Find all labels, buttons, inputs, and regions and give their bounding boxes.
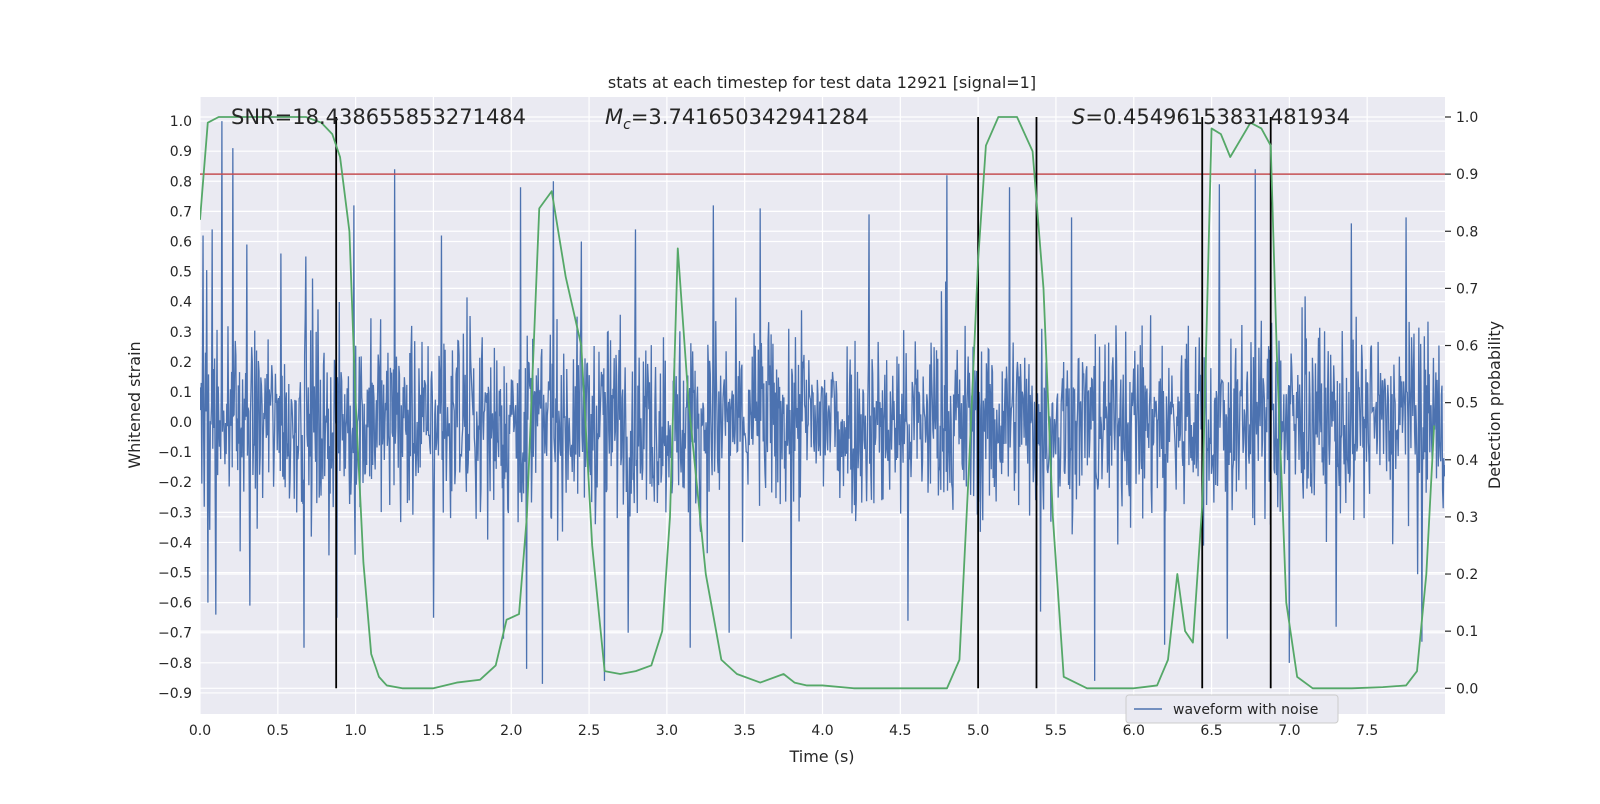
chirp-mass-value: =3.741650342941284 [631, 105, 869, 129]
x-tick-label: 4.5 [889, 723, 911, 739]
s-value: =0.45496153831481934 [1085, 105, 1350, 129]
left-tick-label: 0.1 [170, 385, 192, 401]
left-tick-label: −0.3 [158, 505, 192, 521]
x-tick-label: 4.0 [811, 723, 833, 739]
right-tick-label: 1.0 [1456, 110, 1478, 126]
left-tick-label: −0.4 [158, 535, 192, 551]
x-tick-label: 7.0 [1278, 723, 1300, 739]
right-tick-label: 0.7 [1456, 281, 1478, 297]
left-tick-label: −0.9 [158, 686, 192, 702]
x-tick-label: 2.0 [500, 723, 522, 739]
chirp-mass-annotation: Mc=3.741650342941284 [605, 105, 869, 133]
x-tick-label: 3.5 [734, 723, 756, 739]
x-tick-label: 0.0 [189, 723, 211, 739]
detection-probability-line [200, 116, 1436, 690]
left-tick-label: 0.9 [170, 144, 192, 160]
right-tick-label: 0.1 [1456, 624, 1478, 640]
x-axis-label: Time (s) [788, 747, 854, 766]
left-tick-label: −0.5 [158, 566, 192, 582]
right-tick-label: 0.6 [1456, 339, 1478, 355]
left-tick-label: 0.7 [170, 204, 192, 220]
x-tick-label: 3.0 [656, 723, 678, 739]
left-axis-ticks: −0.9 −0.8 −0.7 −0.6 −0.5 −0.4 −0.3 −0.2 −0.1 0.0 0… [158, 114, 192, 702]
left-tick-label: 1.0 [170, 114, 192, 130]
legend-box [1125, 694, 1339, 724]
overlay-lines [200, 116, 1445, 689]
x-tick-label: 5.0 [967, 723, 989, 739]
left-tick-label: −0.8 [158, 656, 192, 672]
left-tick-label: −0.6 [158, 596, 192, 612]
right-tick-label: 0.8 [1456, 224, 1478, 240]
right-tick-label: 0.9 [1456, 167, 1478, 183]
left-tick-label: −0.7 [158, 626, 192, 642]
right-axis-ticks: 0.0 0.1 0.2 0.3 0.4 0.5 0.6 0.7 0.8 0.9 1.0 [1445, 110, 1478, 697]
right-tick-label: 0.5 [1456, 396, 1478, 412]
left-tick-label: 0.6 [170, 234, 192, 250]
x-axis-ticks: 0.0 0.5 1.0 1.5 2.0 2.5 3.0 3.5 4.0 4.5 5.0 5.5 6.0 6… [189, 723, 1378, 739]
left-tick-label: 0.3 [170, 325, 192, 341]
waveform-series [200, 121, 1445, 684]
left-tick-label: −0.1 [158, 445, 192, 461]
s-annotation: S=0.45496153831481934 [1072, 105, 1350, 129]
x-tick-label: 2.5 [578, 723, 600, 739]
chirp-mass-symbol: M [605, 105, 623, 129]
x-tick-label: 5.5 [1045, 723, 1067, 739]
y-axis-label-right: Detection probability [1485, 321, 1504, 489]
right-tick-label: 0.4 [1456, 453, 1478, 469]
y-axis-label-left: Whitened strain [125, 341, 144, 468]
right-tick-label: 0.0 [1456, 681, 1478, 697]
left-tick-label: 0.5 [170, 265, 192, 281]
right-tick-label: 0.3 [1456, 510, 1478, 526]
x-tick-label: 0.5 [267, 723, 289, 739]
legend: waveform with noise [1125, 694, 1339, 724]
right-tick-label: 0.2 [1456, 567, 1478, 583]
left-tick-label: 0.2 [170, 355, 192, 371]
left-tick-label: 0.0 [170, 415, 192, 431]
left-tick-label: 0.8 [170, 174, 192, 190]
x-tick-label: 7.5 [1356, 723, 1378, 739]
waveform-line [200, 121, 1445, 684]
snr-annotation: SNR=18.438655853271484 [231, 105, 526, 129]
chart-title: stats at each timestep for test data 129… [608, 73, 1036, 92]
left-tick-label: 0.4 [170, 295, 192, 311]
probability-series [200, 116, 1436, 690]
chirp-mass-subscript: c [623, 117, 631, 133]
x-tick-label: 6.0 [1123, 723, 1145, 739]
x-tick-label: 1.0 [344, 723, 366, 739]
legend-label-waveform: waveform with noise [1173, 702, 1318, 718]
s-symbol: S [1072, 105, 1085, 129]
x-tick-label: 1.5 [422, 723, 444, 739]
left-tick-label: −0.2 [158, 475, 192, 491]
x-tick-label: 6.5 [1200, 723, 1222, 739]
